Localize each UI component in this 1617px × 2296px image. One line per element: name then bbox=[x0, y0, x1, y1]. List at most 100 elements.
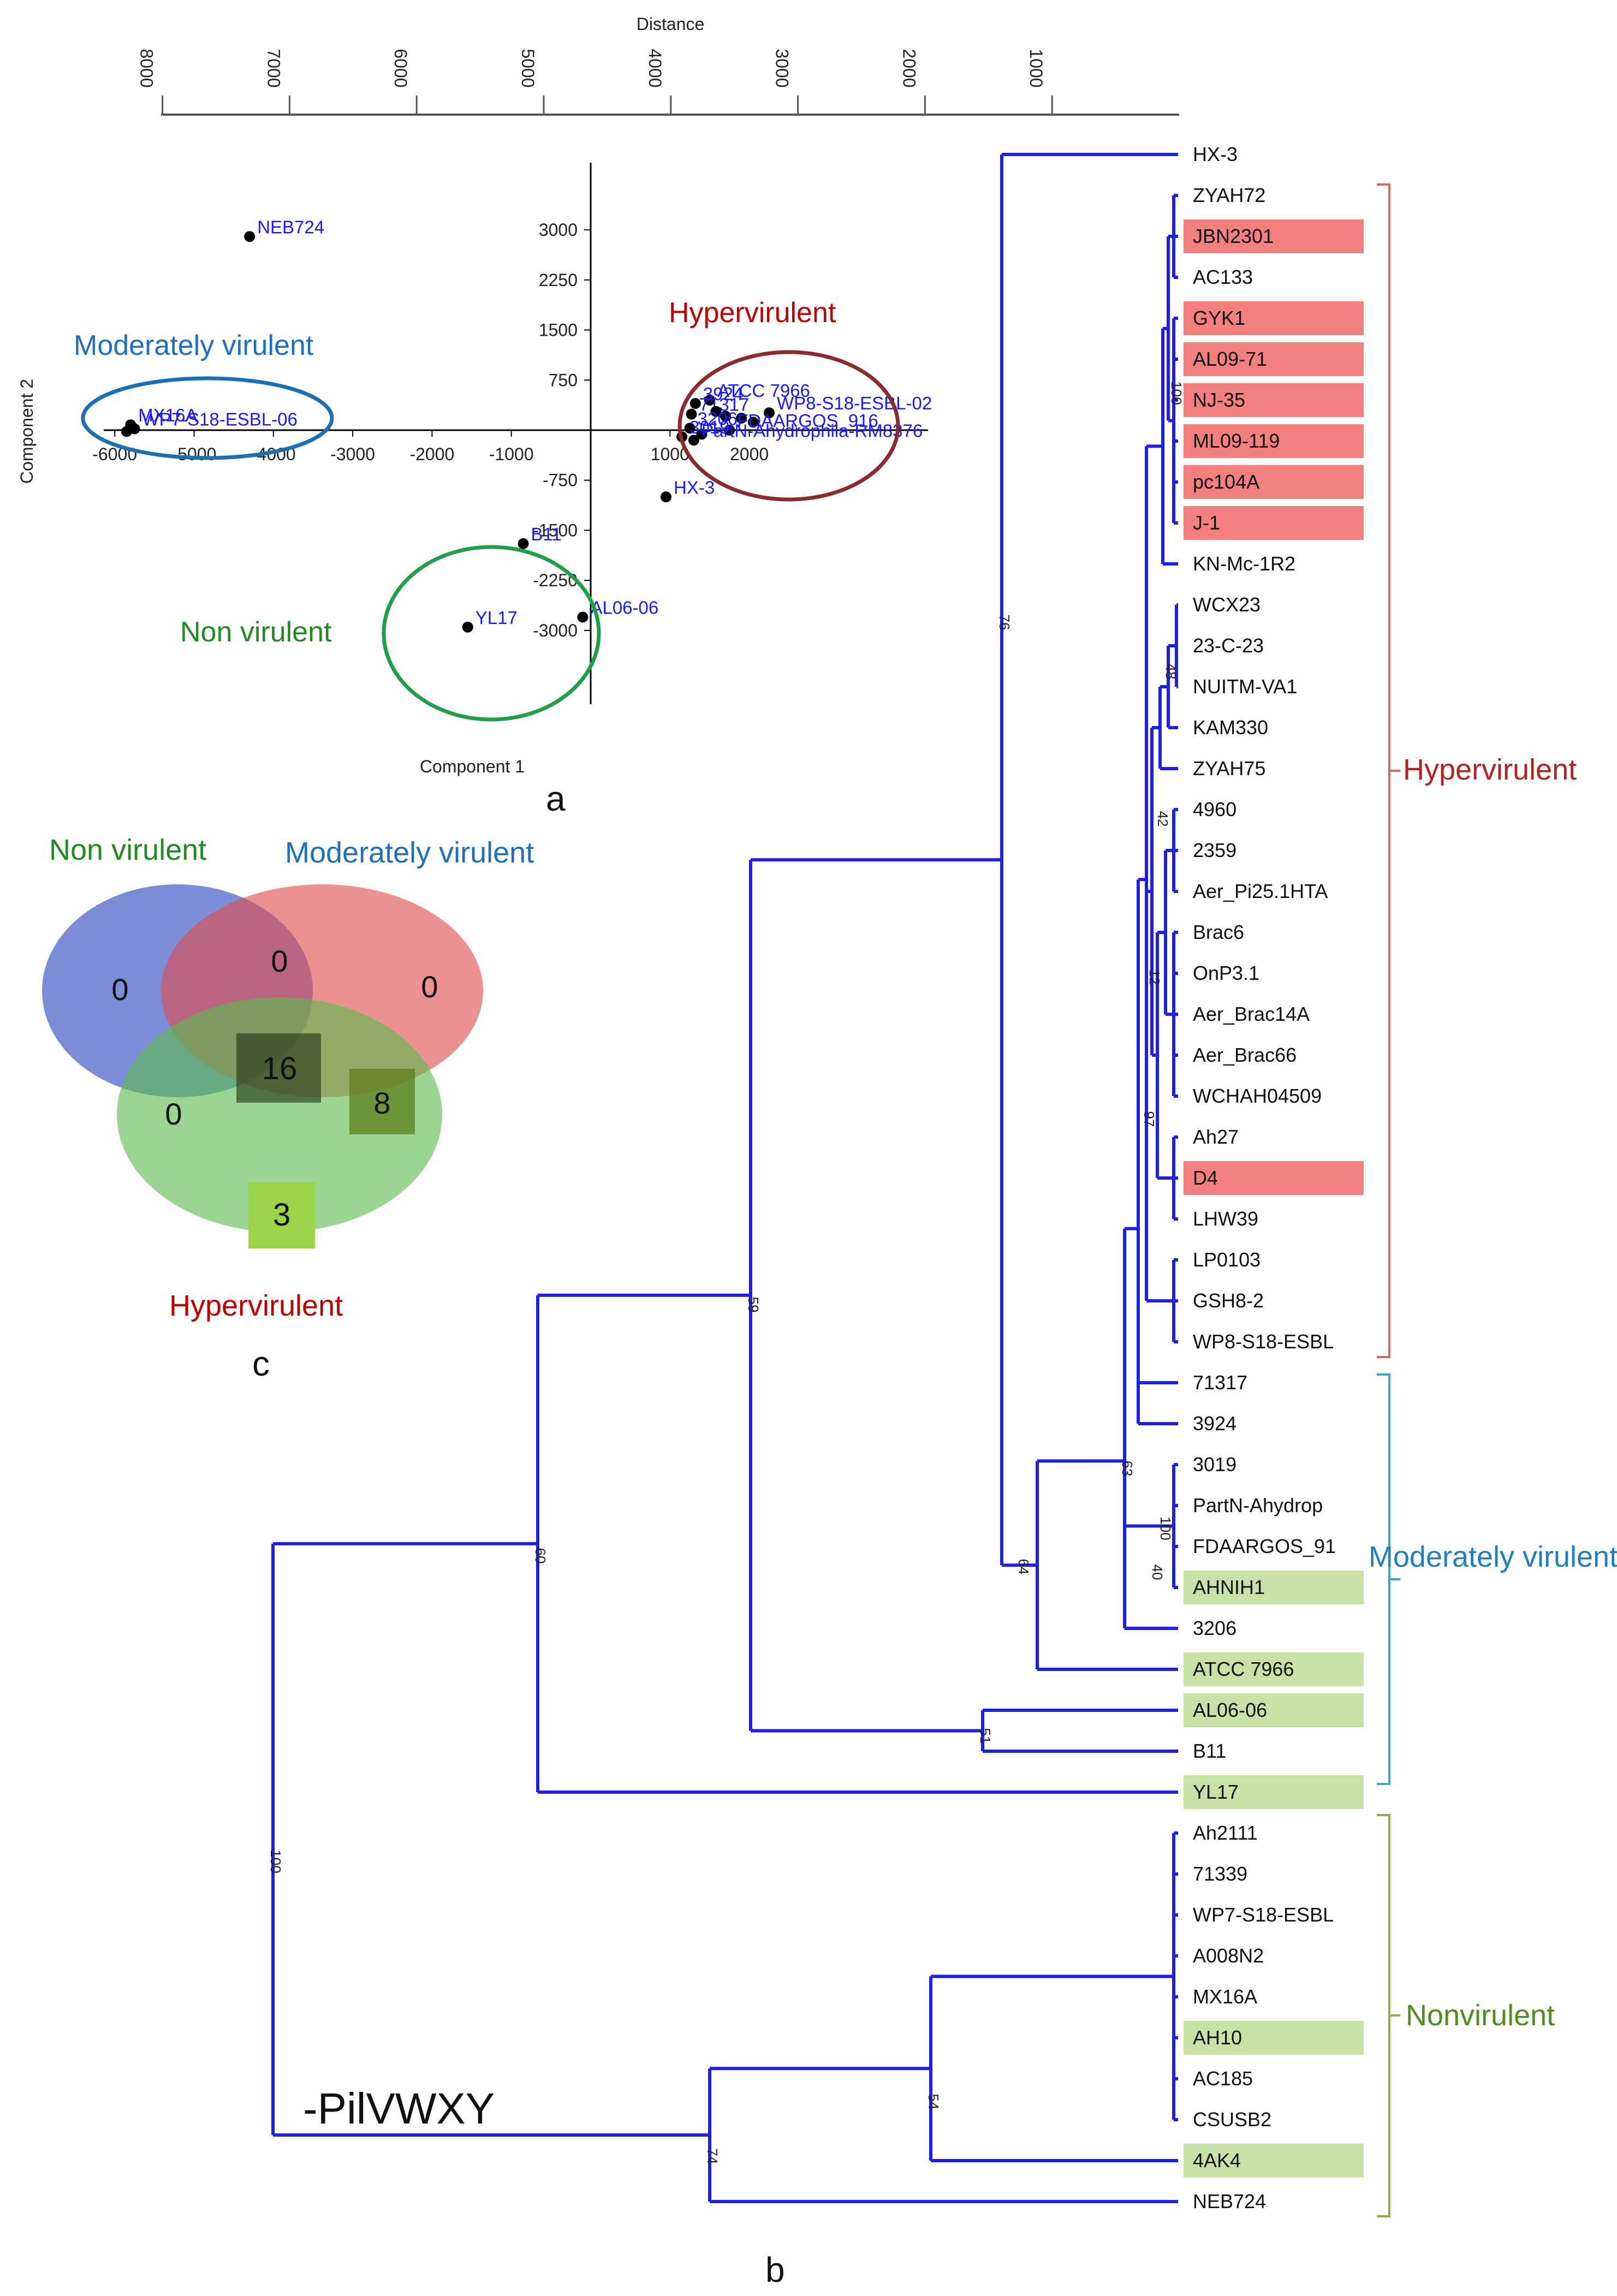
group-bracket-nonvirulent bbox=[1377, 1814, 1400, 2217]
cluster-ellipse-hypervirulent bbox=[677, 350, 900, 502]
leaf-label: Ah27 bbox=[1193, 1126, 1239, 1148]
leaf-highlight-red bbox=[1184, 424, 1364, 458]
pca-y-tick-label: 2250 bbox=[539, 270, 578, 290]
pca-point bbox=[462, 621, 473, 633]
group-bracket-hypervirulent bbox=[1377, 183, 1400, 1358]
venn-count-non-only: 0 bbox=[111, 972, 128, 1007]
pca-y-tick-label: -1500 bbox=[533, 520, 578, 540]
pca-ylabel: Component 2 bbox=[17, 379, 37, 484]
bootstrap-value: 42 bbox=[1155, 811, 1171, 827]
distance-axis-label: Distance bbox=[637, 14, 705, 34]
leaf-label: D4 bbox=[1193, 1167, 1218, 1189]
distance-tick-label: 4000 bbox=[645, 49, 665, 87]
leaf-label: KN-Mc-1R2 bbox=[1193, 552, 1295, 575]
distance-tick-label: 5000 bbox=[518, 49, 538, 87]
leaf-label: YL17 bbox=[1193, 1781, 1239, 1803]
pca-point-label: ATCC 7966 bbox=[717, 380, 810, 401]
leaf-label: Ah2111 bbox=[1193, 1822, 1258, 1844]
leaf-highlight-red bbox=[1184, 342, 1364, 376]
pca-point bbox=[736, 412, 747, 424]
leaf-label: NJ-35 bbox=[1193, 389, 1245, 411]
pca-point bbox=[244, 231, 255, 242]
pca-point-label: AL06-06 bbox=[590, 597, 658, 617]
group-label-nonvirulent: Nonvirulent bbox=[1406, 1999, 1555, 2032]
leaf-label: Aer_Brac14A bbox=[1193, 1003, 1310, 1025]
pca-point bbox=[696, 429, 708, 440]
venn-title-moderately-virulent: Moderately virulent bbox=[285, 836, 534, 869]
leaf-label: 3924 bbox=[1193, 1412, 1236, 1435]
leaf-label: 2359 bbox=[1193, 839, 1236, 861]
leaf-label: PartN-Ahydrop bbox=[1193, 1494, 1323, 1516]
leaf-label: FDAARGOS_91 bbox=[1193, 1535, 1336, 1557]
leaf-highlight-green bbox=[1184, 1652, 1364, 1686]
leaf-label: AHNIH1 bbox=[1193, 1576, 1265, 1598]
pca-point-label: B11 bbox=[531, 524, 561, 544]
cluster-ellipse-non-virulent bbox=[382, 545, 601, 722]
leaf-label: WCHAH04509 bbox=[1193, 1085, 1322, 1107]
pca-point bbox=[720, 411, 732, 422]
cluster-ellipse-moderately-virulent bbox=[81, 376, 334, 460]
leaf-label: ML09-119 bbox=[1193, 430, 1280, 452]
leaf-label: B11 bbox=[1193, 1740, 1226, 1762]
leaf-label: NEB724 bbox=[1193, 2190, 1266, 2212]
leaf-label: OnP3.1 bbox=[1193, 962, 1259, 984]
leaf-label: LP0103 bbox=[1193, 1248, 1261, 1271]
pca-point-label: YL17 bbox=[475, 608, 518, 628]
leaf-label: Aer_Pi25.1HTA bbox=[1193, 880, 1328, 902]
pca-point-label: WP8-S18-ESBL-02 bbox=[777, 393, 932, 413]
leaf-label: Aer_Brac66 bbox=[1193, 1044, 1297, 1066]
pca-point bbox=[724, 425, 735, 436]
bootstrap-value: 97 bbox=[1141, 1111, 1157, 1127]
leaf-label: Brac6 bbox=[1193, 921, 1244, 943]
pca-point bbox=[747, 417, 759, 428]
leaf-highlight-green bbox=[1184, 2144, 1364, 2178]
leaf-highlight-red bbox=[1184, 219, 1364, 253]
leaf-label: WCX23 bbox=[1193, 593, 1261, 616]
venn-circle-hypervirulent bbox=[117, 997, 442, 1232]
distance-tick-label: 8000 bbox=[137, 49, 157, 87]
pca-point bbox=[710, 406, 722, 417]
leaf-label: 71317 bbox=[1193, 1371, 1247, 1394]
leaf-label: 4AK4 bbox=[1193, 2149, 1241, 2172]
bootstrap-value: 100 bbox=[1157, 1516, 1174, 1540]
leaf-label: CSUSB2 bbox=[1193, 2108, 1271, 2131]
pca-y-tick-label: 3000 bbox=[539, 220, 578, 240]
bootstrap-value: 40 bbox=[1149, 1565, 1166, 1580]
panel-label-a: a bbox=[546, 779, 566, 818]
pca-y-tick-label: -3000 bbox=[533, 621, 578, 640]
pca-x-tick-label: -1000 bbox=[489, 444, 534, 464]
pca-point-label: HX-3 bbox=[674, 477, 715, 497]
panel-label-c: c bbox=[252, 1344, 270, 1383]
pca-point-label: 3019 bbox=[689, 417, 729, 437]
leaf-label: GYK1 bbox=[1193, 307, 1245, 329]
leaf-label: AH10 bbox=[1193, 2026, 1242, 2049]
pca-point bbox=[689, 398, 701, 409]
venn-count-non-mod: 0 bbox=[271, 944, 288, 978]
distance-tick-label: 6000 bbox=[391, 49, 411, 87]
venn-box-hyper bbox=[248, 1182, 315, 1248]
venn-count-mod-only: 0 bbox=[421, 969, 438, 1004]
leaf-label: AL09-71 bbox=[1193, 348, 1267, 370]
bootstrap-value: 76 bbox=[996, 615, 1013, 630]
pca-point bbox=[518, 538, 529, 549]
pca-x-tick-label: -2000 bbox=[409, 444, 454, 464]
bootstrap-value: 60 bbox=[532, 1548, 549, 1564]
leaf-label: AC185 bbox=[1193, 2067, 1253, 2090]
pca-x-tick-label: 2000 bbox=[730, 444, 769, 464]
group-label-hypervirulent: Hypervirulent bbox=[1403, 753, 1577, 786]
leaf-highlight-green bbox=[1184, 1571, 1364, 1604]
bootstrap-value: 63 bbox=[1119, 1461, 1136, 1477]
leaf-label: ZYAH72 bbox=[1193, 184, 1265, 206]
leaf-highlight-red bbox=[1184, 383, 1364, 417]
pca-point-label: WP7-S18-ESBL-06 bbox=[142, 409, 298, 430]
leaf-label: WP7-S18-ESBL bbox=[1193, 1904, 1334, 1926]
leaf-label: pc104A bbox=[1193, 471, 1259, 493]
leaf-label: J-1 bbox=[1193, 511, 1220, 534]
pca-point-label: PartN-Ahydrophila-RM8376 bbox=[702, 420, 923, 441]
bootstrap-value: 100 bbox=[267, 1849, 284, 1873]
venn-title-hypervirulent: Hypervirulent bbox=[169, 1289, 343, 1322]
pca-point bbox=[684, 423, 695, 434]
group-label-moderately-virulent: Moderately virulent bbox=[1369, 1540, 1617, 1573]
bootstrap-value: 51 bbox=[977, 1728, 994, 1744]
